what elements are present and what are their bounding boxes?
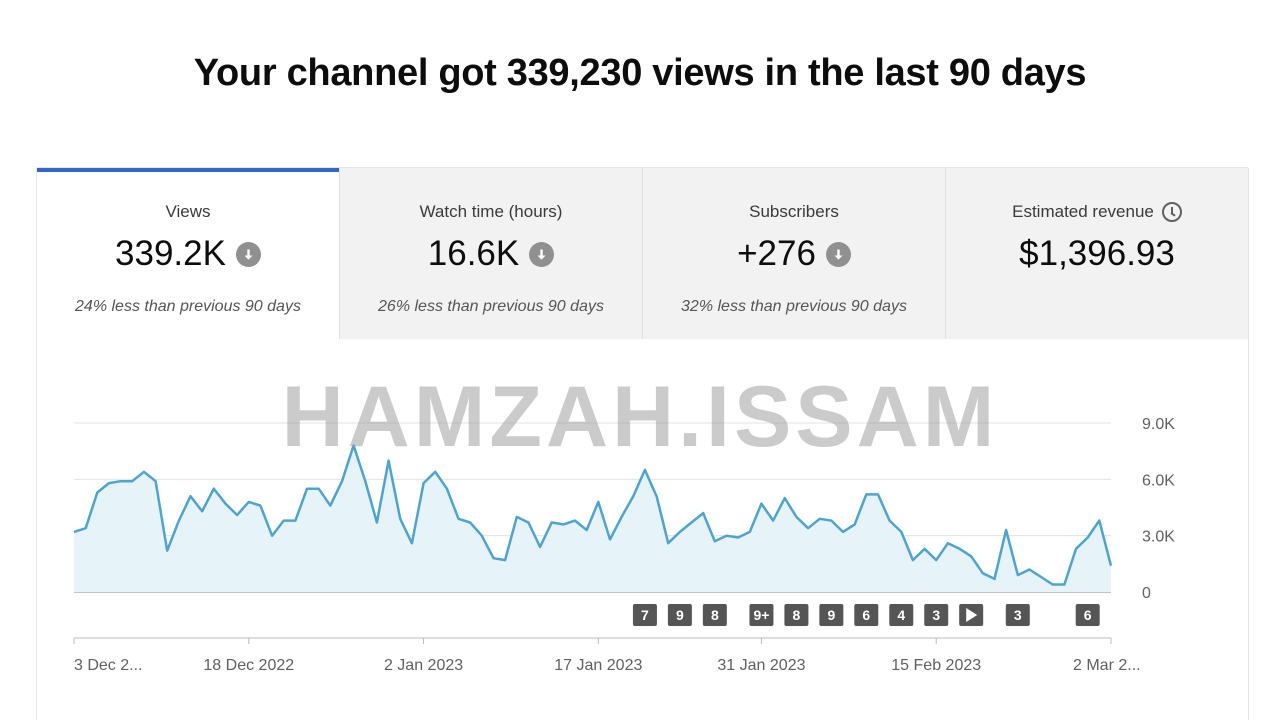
metric-value: 16.6K [427,234,520,273]
marker-box [924,604,949,626]
y-tick-label: 6.0K [1142,472,1175,489]
comparison-text: 32% less than previous 90 days [681,298,907,315]
marker-label: 9 [676,607,684,623]
marker-box [667,604,692,626]
video-marker[interactable]: 6 [854,604,879,626]
marker-label: 3 [1014,607,1022,623]
video-marker[interactable]: 9+ [749,604,774,626]
y-tick-label: 9.0K [1142,416,1175,433]
marker-label: 7 [641,607,649,623]
y-tick-label: 0 [1142,585,1151,602]
marker-box [1005,604,1030,626]
page-title: Your channel got 339,230 views in the la… [193,52,1087,94]
tab-label: Watch time (hours) [419,202,563,221]
video-marker[interactable]: 6 [1075,604,1100,626]
x-tick-label: 2 Jan 2023 [384,657,463,674]
views-line [73,444,1113,586]
marker-box [632,604,657,626]
clock-icon[interactable] [1161,202,1182,222]
tab-value-row: $1,396.93 [946,234,1248,274]
metric-tabs: Views 339.2K 24% less than previous 90 d… [37,168,1248,339]
metric-value: $1,396.93 [1019,234,1175,273]
play-icon [966,608,978,622]
video-marker[interactable]: 8 [702,604,727,626]
metric-value: 339.2K [115,234,226,273]
marker-box [702,604,727,626]
video-marker[interactable]: 4 [889,604,914,626]
video-marker-play[interactable] [959,604,984,626]
x-tick-label: 15 Feb 2023 [891,657,981,674]
marker-label: 6 [1084,607,1092,623]
marker-box [854,604,879,626]
x-tick-label: 18 Dec 2022 [203,657,294,674]
comparison-text: 26% less than previous 90 days [378,298,604,315]
video-marker[interactable]: 8 [784,604,809,626]
metrics-card: Views 339.2K 24% less than previous 90 d… [36,167,1249,720]
tab-label: Subscribers [749,202,839,221]
video-marker[interactable]: 3 [924,604,949,626]
tab-watch-time[interactable]: Watch time (hours) 16.6K 26% less than p… [339,168,642,339]
marker-box [784,604,809,626]
video-marker[interactable]: 9 [819,604,844,626]
marker-label: 8 [793,607,801,623]
x-tick-label: 2 Mar 2... [1073,657,1141,674]
tab-estimated-revenue[interactable]: Estimated revenue $1,396.93 [945,168,1248,339]
tab-label: Views [165,202,211,221]
x-tick-label: 17 Jan 2023 [554,657,642,674]
tab-label-row: Estimated revenue [946,202,1248,222]
marker-label: 3 [932,607,940,623]
tab-value-row: +276 [643,234,945,274]
marker-label: 8 [711,607,719,623]
y-tick-label: 3.0K [1142,529,1175,546]
tab-value-row: 16.6K [340,234,642,274]
marker-label: 4 [897,607,905,623]
marker-label: 6 [862,607,870,623]
tab-views[interactable]: Views 339.2K 24% less than previous 90 d… [37,168,339,339]
metric-value: +276 [737,234,816,273]
down-arrow-icon [529,241,555,267]
marker-box [749,604,774,626]
marker-box [819,604,844,626]
down-arrow-icon [235,241,261,267]
x-tick-label: 31 Jan 2023 [717,657,805,674]
x-tick-label: 3 Dec 2... [74,657,142,674]
tab-label: Estimated revenue [1012,202,1154,221]
comparison-text: 24% less than previous 90 days [75,298,301,315]
video-marker[interactable]: 7 [632,604,657,626]
tab-subscribers[interactable]: Subscribers +276 32% less than previous … [642,168,945,339]
video-marker[interactable]: 3 [1005,604,1030,626]
marker-box [889,604,914,626]
marker-label: 9 [827,607,835,623]
marker-label: 9+ [753,607,769,623]
video-marker[interactable]: 9 [667,604,692,626]
down-arrow-icon [825,241,851,267]
tab-value-row: 339.2K [37,234,339,274]
marker-box [1075,604,1100,626]
